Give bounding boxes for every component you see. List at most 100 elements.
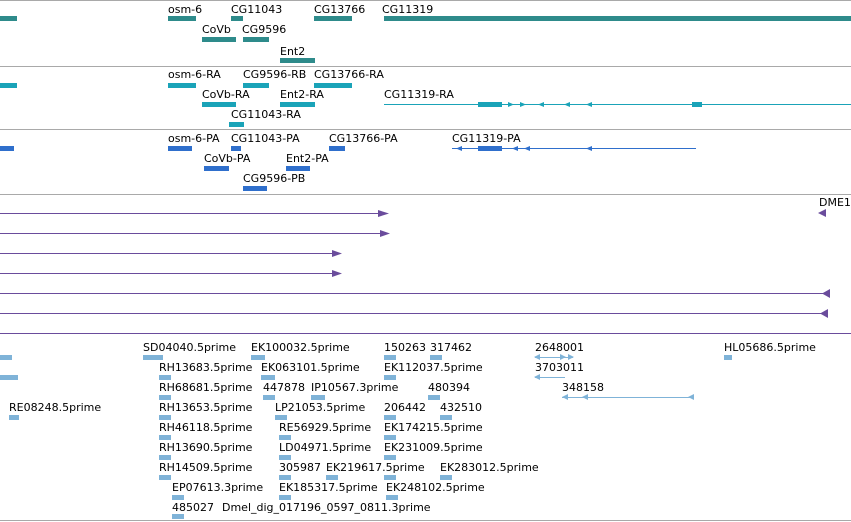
est-feature[interactable]: [0, 355, 12, 360]
gene-label[interactable]: Ent2: [280, 45, 306, 58]
est-feature[interactable]: [159, 435, 171, 440]
est-label[interactable]: EK219617.5prime: [326, 461, 425, 474]
est-feature[interactable]: [279, 435, 291, 440]
est-label[interactable]: EK185317.5prime: [279, 481, 378, 494]
est-label[interactable]: 3703011: [535, 361, 584, 374]
alignment-label[interactable]: DME1: [819, 196, 851, 209]
protein-label[interactable]: CG9596-PB: [243, 172, 306, 185]
est-label[interactable]: EK248102.5prime: [386, 481, 485, 494]
est-feature[interactable]: [172, 495, 184, 500]
est-label[interactable]: 2648001: [535, 341, 584, 354]
gene-label[interactable]: CG11319: [382, 3, 434, 16]
est-feature[interactable]: [440, 415, 452, 420]
est-label[interactable]: 480394: [428, 381, 470, 394]
protein-label[interactable]: CoVb-PA: [204, 152, 251, 165]
protein-feature[interactable]: [243, 186, 267, 191]
est-feature[interactable]: [159, 455, 171, 460]
est-label[interactable]: RH14509.5prime: [159, 461, 253, 474]
est-label[interactable]: RE56929.5prime: [279, 421, 372, 434]
est-label[interactable]: IP10567.3prime: [311, 381, 399, 394]
gene-label[interactable]: CG9596: [242, 23, 287, 36]
gene-feature[interactable]: [231, 16, 243, 21]
est-label[interactable]: 432510: [440, 401, 482, 414]
est-label[interactable]: HL05686.5prime: [724, 341, 816, 354]
protein-feature[interactable]: [231, 146, 241, 151]
est-feature[interactable]: [384, 415, 396, 420]
est-label[interactable]: 206442: [384, 401, 426, 414]
est-feature[interactable]: [0, 375, 18, 380]
est-label[interactable]: RH13683.5prime: [159, 361, 253, 374]
transcript-label[interactable]: Ent2-RA: [280, 88, 324, 101]
est-label[interactable]: EK174215.5prime: [384, 421, 483, 434]
est-label[interactable]: LP21053.5prime: [275, 401, 366, 414]
est-label[interactable]: EK100032.5prime: [251, 341, 350, 354]
est-label[interactable]: RH13653.5prime: [159, 401, 253, 414]
transcript-feature[interactable]: [0, 83, 17, 88]
gene-feature[interactable]: [314, 16, 352, 21]
gene-label[interactable]: CoVb: [202, 23, 231, 36]
est-label[interactable]: SD04040.5prime: [143, 341, 236, 354]
alignment-line[interactable]: [0, 273, 340, 274]
transcript-feature[interactable]: [243, 83, 269, 88]
est-feature[interactable]: [159, 415, 171, 420]
protein-feature[interactable]: [478, 146, 502, 151]
est-label[interactable]: LD04971.5prime: [279, 441, 372, 454]
est-label[interactable]: Dmel_dig_017196_0597_0811.3prime: [222, 501, 431, 514]
est-feature[interactable]: [159, 395, 171, 400]
est-label[interactable]: EK112037.5prime: [384, 361, 483, 374]
transcript-feature[interactable]: [692, 102, 702, 107]
est-label[interactable]: EK283012.5prime: [440, 461, 539, 474]
gene-label[interactable]: osm-6: [168, 3, 203, 16]
est-label[interactable]: 447878: [263, 381, 305, 394]
est-feature[interactable]: [279, 495, 291, 500]
gene-label[interactable]: CG11043: [231, 3, 283, 16]
est-feature[interactable]: [159, 475, 171, 480]
est-feature[interactable]: [143, 355, 163, 360]
gene-label[interactable]: CG13766: [314, 3, 366, 16]
est-label[interactable]: RH13690.5prime: [159, 441, 253, 454]
gene-feature[interactable]: [202, 37, 236, 42]
est-label[interactable]: EP07613.3prime: [172, 481, 264, 494]
est-feature[interactable]: [384, 435, 396, 440]
protein-label[interactable]: Ent2-PA: [286, 152, 329, 165]
protein-label[interactable]: CG13766-PA: [329, 132, 398, 145]
transcript-feature[interactable]: [280, 102, 315, 107]
transcript-label[interactable]: CG11319-RA: [384, 88, 454, 101]
transcript-feature[interactable]: [229, 122, 244, 127]
est-label[interactable]: EK063101.5prime: [261, 361, 360, 374]
protein-feature[interactable]: [329, 146, 345, 151]
est-feature[interactable]: [724, 355, 732, 360]
est-feature[interactable]: [279, 475, 291, 480]
gene-feature[interactable]: [168, 16, 196, 21]
gene-feature[interactable]: [243, 37, 269, 42]
est-feature[interactable]: [384, 355, 396, 360]
gene-feature[interactable]: [0, 16, 17, 21]
gene-feature[interactable]: [280, 58, 315, 63]
est-label[interactable]: EK231009.5prime: [384, 441, 483, 454]
est-label[interactable]: 348158: [562, 381, 604, 394]
est-label[interactable]: RE08248.5prime: [9, 401, 102, 414]
alignment-line[interactable]: [0, 233, 388, 234]
protein-feature[interactable]: [168, 146, 192, 151]
est-feature[interactable]: [311, 395, 325, 400]
protein-label[interactable]: osm-6-PA: [168, 132, 220, 145]
est-feature[interactable]: [9, 415, 19, 420]
protein-label[interactable]: CG11319-PA: [452, 132, 521, 145]
transcript-feature[interactable]: [314, 83, 352, 88]
est-label[interactable]: 150263: [384, 341, 426, 354]
transcript-label[interactable]: CoVb-RA: [202, 88, 250, 101]
protein-label[interactable]: CG11043-PA: [231, 132, 300, 145]
alignment-line[interactable]: [0, 253, 340, 254]
est-feature[interactable]: [275, 415, 287, 420]
transcript-feature[interactable]: [168, 83, 196, 88]
est-feature[interactable]: [384, 455, 396, 460]
est-feature[interactable]: [261, 375, 275, 380]
est-label[interactable]: 317462: [430, 341, 472, 354]
est-label[interactable]: RH46118.5prime: [159, 421, 253, 434]
transcript-label[interactable]: osm-6-RA: [168, 68, 221, 81]
est-feature[interactable]: [159, 375, 171, 380]
transcript-feature[interactable]: [478, 102, 502, 107]
alignment-line[interactable]: [0, 293, 828, 294]
est-feature[interactable]: [384, 475, 396, 480]
est-feature[interactable]: [251, 355, 265, 360]
